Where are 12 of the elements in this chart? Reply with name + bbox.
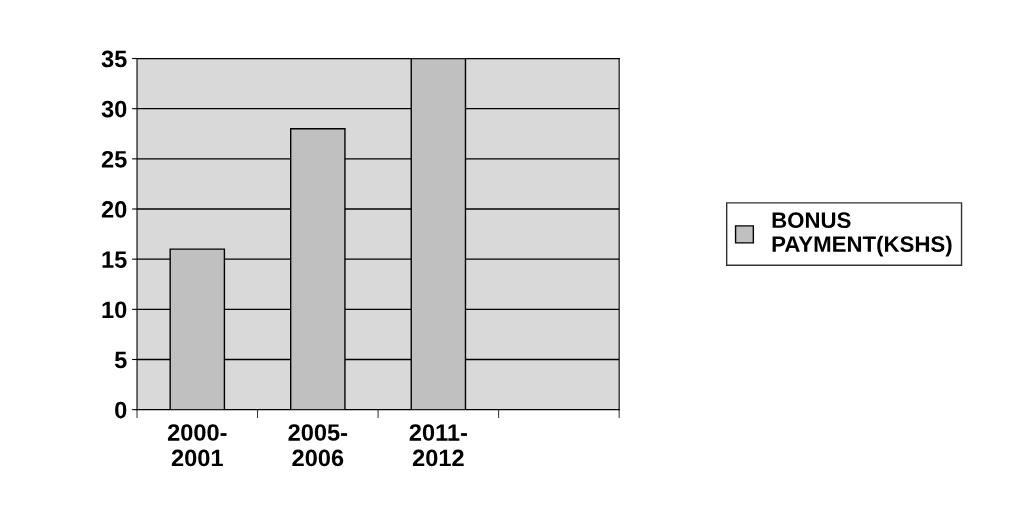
y-tick-label: 20 (101, 201, 127, 218)
x-tick-label: 2011- 2012 (409, 424, 467, 467)
y-tick-label: 30 (101, 100, 127, 118)
x-tick-label: 2005- 2006 (288, 424, 348, 467)
y-tick-label: 25 (101, 150, 127, 168)
y-tick-label: 15 (102, 251, 127, 268)
y-tick-label: 10 (102, 301, 127, 319)
legend-label: BONUS PAYMENT(KSHS) (772, 212, 952, 257)
y-tick-label: 5 (114, 351, 127, 369)
y-tick-label: 35 (101, 50, 127, 68)
x-tick-label: 2000- 2001 (167, 424, 227, 467)
y-tick-label: 0 (115, 401, 127, 419)
